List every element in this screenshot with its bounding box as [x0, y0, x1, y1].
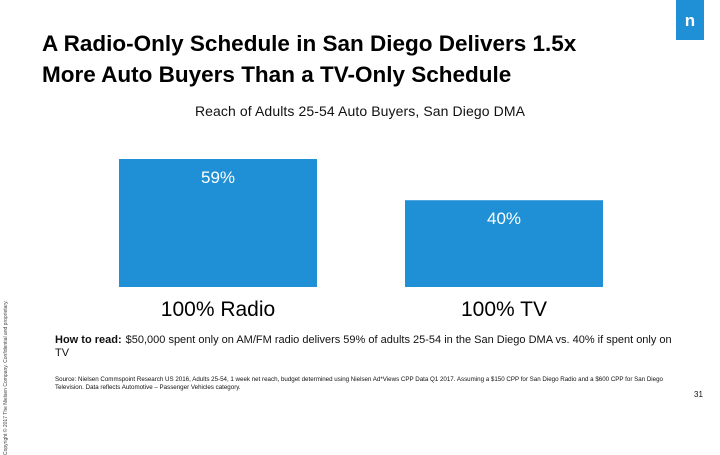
- bar-value-label: 40%: [487, 209, 521, 228]
- bar-chart: 59% 100% Radio 40% 100% TV: [119, 159, 603, 321]
- slide-title: A Radio-Only Schedule in San Diego Deliv…: [42, 28, 662, 90]
- title-line-1: A Radio-Only Schedule in San Diego Deliv…: [42, 31, 577, 56]
- nielsen-n-icon: n: [685, 11, 695, 29]
- how-to-read: How to read: $50,000 spent only on AM/FM …: [55, 334, 680, 360]
- chart-title: Reach of Adults 25-54 Auto Buyers, San D…: [194, 103, 526, 119]
- how-to-read-label: How to read:: [55, 334, 122, 346]
- logo-letter: n: [685, 11, 695, 29]
- nielsen-logo: n: [676, 0, 704, 40]
- how-to-read-text: $50,000 spent only on AM/FM radio delive…: [55, 334, 672, 359]
- source-note: Source: Nielsen Commspoint Research US 2…: [55, 376, 663, 391]
- category-label: 100% TV: [461, 298, 547, 321]
- bar-100-radio: [119, 159, 317, 287]
- bar-value-label: 59%: [201, 168, 235, 187]
- page-number: 31: [694, 390, 703, 399]
- bar-100-tv: [405, 200, 603, 287]
- title-line-2: More Auto Buyers Than a TV-Only Schedule: [42, 62, 512, 87]
- category-label: 100% Radio: [161, 298, 275, 321]
